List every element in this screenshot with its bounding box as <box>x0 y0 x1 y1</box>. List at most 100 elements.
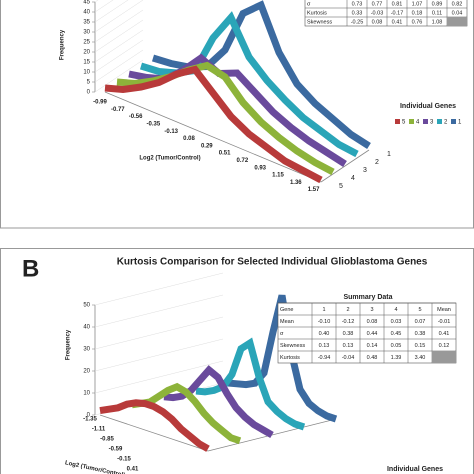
table-cell: 0.07 <box>415 319 426 325</box>
table-cell: σ <box>307 1 311 7</box>
grid-line <box>94 0 144 33</box>
x-tick-label: 0.51 <box>219 151 231 157</box>
y-tick-label: 30 <box>83 347 90 353</box>
table-cell: 0.14 <box>367 343 378 349</box>
x-tick-label: 1.57 <box>308 187 320 193</box>
table-cell: 0.81 <box>392 1 403 7</box>
x-tick-label: -0.35 <box>147 121 161 127</box>
table-cell: 0.13 <box>319 343 330 349</box>
legend-swatch <box>395 119 400 124</box>
table-cell: 1.07 <box>412 1 423 7</box>
table-cell: 0.40 <box>319 331 330 337</box>
grid-line <box>94 294 224 328</box>
table-cell: Mean <box>437 307 451 313</box>
table-cell: 0.08 <box>372 19 383 25</box>
y-tick-label: 35 <box>83 20 90 26</box>
x-tick-label: -0.59 <box>109 447 123 453</box>
grid-line <box>94 39 144 73</box>
table-cell: 0.11 <box>432 10 442 16</box>
table-cell: Skewness <box>280 343 305 349</box>
table-cell: 0.04 <box>452 10 463 16</box>
legend-label: 1 <box>458 120 462 126</box>
legend-title: Individual Genes <box>400 103 456 110</box>
x-tick-label: 0.08 <box>183 136 195 142</box>
x-tick-label: 0.41 <box>127 467 139 473</box>
x-axis <box>104 91 322 183</box>
y-tick-label: 40 <box>83 10 90 16</box>
table-title: Summary Data <box>343 294 392 301</box>
table-cell: -0.03 <box>371 10 384 16</box>
table-cell: 0.82 <box>452 1 463 7</box>
legend-swatch <box>409 119 414 124</box>
x-tick-label: -0.15 <box>117 457 131 463</box>
legend-label: 2 <box>444 120 448 126</box>
table-cell: 0.73 <box>352 1 363 7</box>
x-tick-label: -0.85 <box>100 437 114 443</box>
table-cell: 4 <box>394 307 397 313</box>
grid-line <box>94 9 144 43</box>
y-tick-label: 15 <box>83 60 90 66</box>
y-tick-label: 20 <box>83 369 90 375</box>
depth-label: 5 <box>339 183 343 190</box>
table-empty-cell <box>432 351 456 363</box>
table-cell: 0.45 <box>391 331 402 337</box>
y-axis-label: Frequency <box>66 329 72 360</box>
x-axis <box>99 414 209 452</box>
grid-line <box>94 0 129 23</box>
x-tick-label: -0.77 <box>111 107 125 113</box>
ribbon <box>163 365 274 439</box>
table-cell: 0.18 <box>412 10 423 16</box>
table-frame <box>277 302 457 364</box>
y-tick-label: 40 <box>83 325 90 331</box>
ribbon <box>227 294 338 423</box>
legend-title: Individual Genes <box>387 466 443 473</box>
y-tick-label: 10 <box>83 391 90 397</box>
y-tick-label: 20 <box>83 50 90 56</box>
table-cell: 3.40 <box>415 355 426 361</box>
table-cell: 0.38 <box>415 331 426 337</box>
table-cell: 0.03 <box>391 319 402 325</box>
table-cell: -0.12 <box>342 319 355 325</box>
grid-line <box>94 316 224 350</box>
table-cell: 0.89 <box>432 1 443 7</box>
grid-line <box>94 0 114 13</box>
x-tick-label: -0.99 <box>93 100 107 106</box>
table-cell: Gene <box>280 307 293 313</box>
table-cell: Kurtosis <box>307 10 327 16</box>
table-cell: 2 <box>346 307 349 313</box>
legend-label: 3 <box>430 120 434 126</box>
table-cell: 0.08 <box>367 319 378 325</box>
ribbon <box>195 337 306 431</box>
x-tick-label: 1.36 <box>290 180 302 186</box>
x-tick-label: 1.15 <box>272 173 284 179</box>
table-cell: -0.04 <box>342 355 355 361</box>
grid-line <box>94 29 144 63</box>
y-tick-label: 0 <box>87 413 91 419</box>
legend-label: 4 <box>416 120 420 126</box>
x-tick-label: -1.11 <box>92 427 106 433</box>
table-cell: 0.76 <box>412 19 423 25</box>
grid-line <box>94 0 99 3</box>
ribbon <box>104 65 323 184</box>
depth-label: 3 <box>363 167 367 174</box>
y-axis-label: Frequency <box>60 29 66 60</box>
grid-line <box>94 360 224 394</box>
table-cell: -0.01 <box>438 319 451 325</box>
x-tick-label: -1.35 <box>83 417 97 423</box>
depth-axis <box>320 149 370 183</box>
table-cell: 3 <box>370 307 373 313</box>
legend-swatch <box>423 119 428 124</box>
grid-line <box>94 19 144 53</box>
x-axis-label: Log2 (Tumor/Control) <box>139 156 200 162</box>
y-tick-label: 45 <box>83 0 90 6</box>
depth-label: 4 <box>351 175 355 182</box>
x-tick-label: 0.72 <box>237 158 249 164</box>
legend-swatch <box>437 119 442 124</box>
table-frame <box>304 0 468 27</box>
y-tick-label: 10 <box>83 70 90 76</box>
table-cell: 1 <box>322 307 325 313</box>
table-cell: 0.41 <box>392 19 403 25</box>
table-cell: 0.13 <box>343 343 354 349</box>
